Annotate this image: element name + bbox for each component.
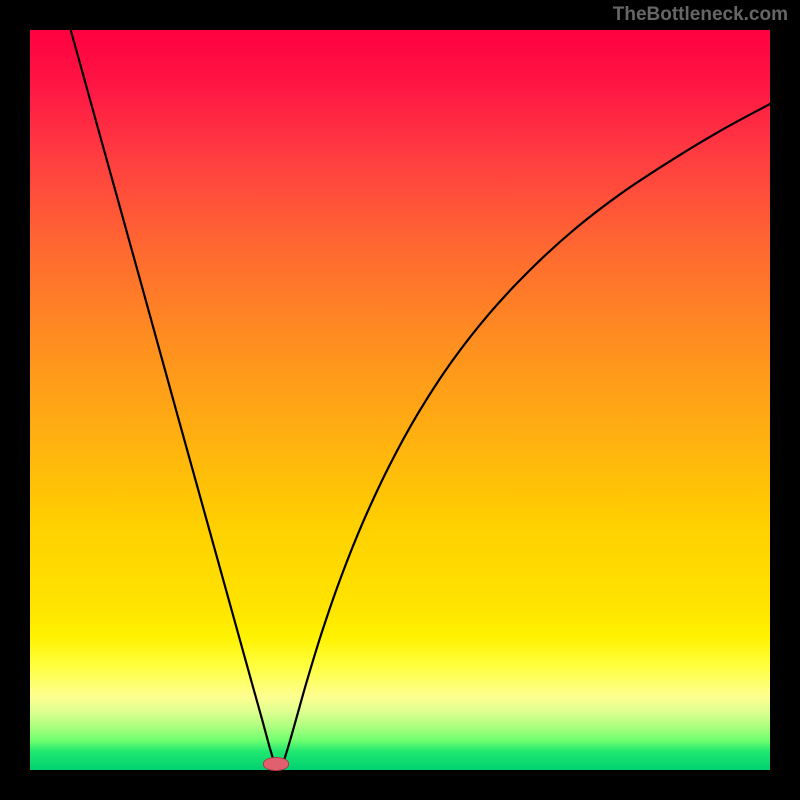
- chart-plot-area: [30, 30, 770, 770]
- chart-curve: [30, 30, 770, 770]
- minimum-marker: [263, 757, 289, 771]
- watermark-text: TheBottleneck.com: [613, 4, 788, 26]
- curve-path: [71, 30, 770, 770]
